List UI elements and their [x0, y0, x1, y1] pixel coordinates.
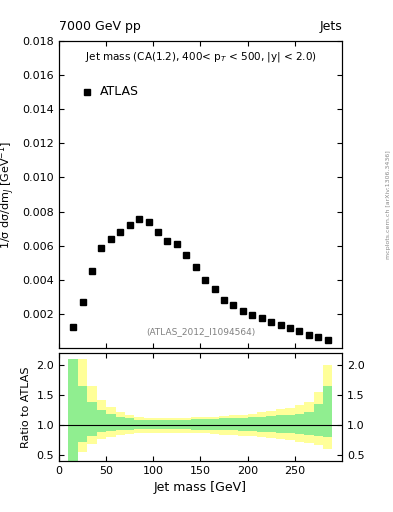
Text: (ATLAS_2012_I1094564): (ATLAS_2012_I1094564)	[146, 327, 255, 336]
Text: Jet mass (CA(1.2), 400< p$_T$ < 500, |y| < 2.0): Jet mass (CA(1.2), 400< p$_T$ < 500, |y|…	[84, 50, 316, 64]
Y-axis label: 1/σ dσ/dm$_J$ [GeV$^{-1}$]: 1/σ dσ/dm$_J$ [GeV$^{-1}$]	[0, 140, 17, 249]
Text: Jets: Jets	[319, 20, 342, 33]
Text: ATLAS: ATLAS	[100, 85, 139, 98]
Text: mcplots.cern.ch [arXiv:1306.3436]: mcplots.cern.ch [arXiv:1306.3436]	[386, 151, 391, 259]
Y-axis label: Ratio to ATLAS: Ratio to ATLAS	[21, 366, 31, 448]
Text: 7000 GeV pp: 7000 GeV pp	[59, 20, 141, 33]
X-axis label: Jet mass [GeV]: Jet mass [GeV]	[154, 481, 247, 494]
